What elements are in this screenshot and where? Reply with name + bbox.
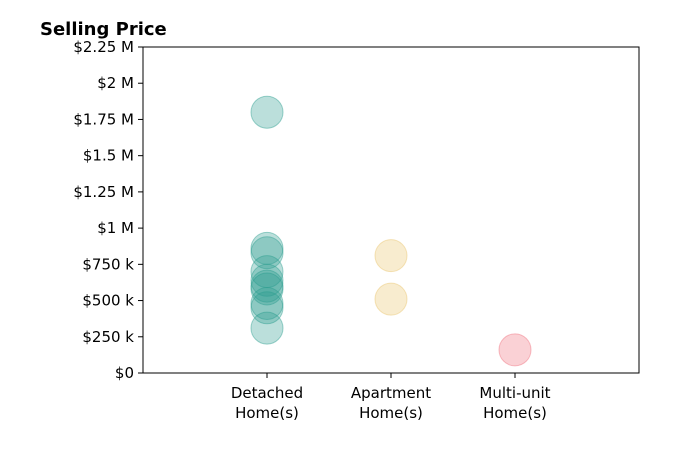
x-axis: Detached Home(s) Apartment Home(s) Multi-uni… [231,373,551,422]
data-point [250,272,284,306]
y-tick-label: $2.25 M [73,38,134,56]
data-point [250,263,284,297]
data-point [250,269,284,303]
x-tick-label: Apartment [351,384,431,402]
data-point [250,95,284,129]
y-tick-label: $750 k [82,255,134,273]
y-tick-label: $2 M [97,74,134,92]
y-tick-label: $1.25 M [73,183,134,201]
y-tick-label: $500 k [82,292,134,310]
data-point [374,282,408,316]
plot-frame [142,46,640,374]
y-tick-label: $250 k [82,328,134,346]
data-point [250,255,284,289]
x-tick-label: Home(s) [235,404,299,422]
chart-title: Selling Price [40,19,167,40]
data-point [250,231,284,265]
data-points [250,95,532,367]
x-tick-label: Home(s) [483,404,547,422]
y-tick-label: $1.5 M [83,147,134,165]
data-point [250,311,284,345]
data-point [250,236,284,270]
x-tick-label: Detached [231,384,303,402]
data-point [498,333,532,367]
y-tick-label: $1.75 M [73,110,134,128]
x-tick-label: Multi-unit [479,384,550,402]
data-point [374,239,408,273]
y-axis: $0 $250 k $500 k $750 k $1 M $1.25 M $1.5 M $1.… [73,38,143,382]
y-tick-label: $0 [115,364,134,382]
data-point [250,286,284,320]
x-tick-label: Home(s) [359,404,423,422]
y-tick-label: $1 M [97,219,134,237]
data-point [250,291,284,325]
